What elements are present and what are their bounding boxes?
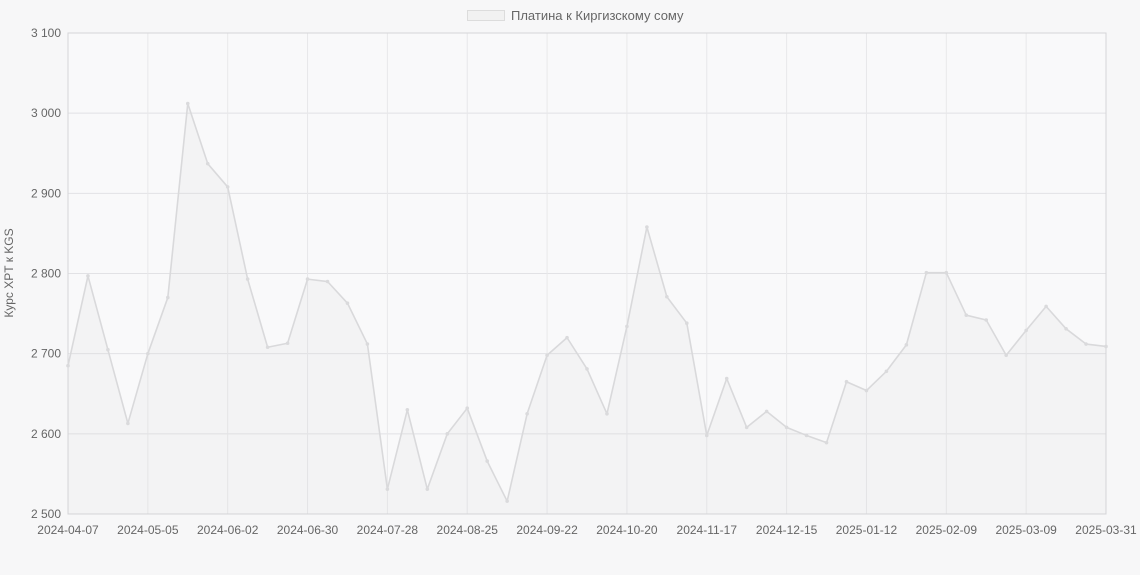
svg-text:2024-06-30: 2024-06-30	[277, 523, 339, 537]
svg-text:2024-09-22: 2024-09-22	[516, 523, 578, 537]
svg-text:2 600: 2 600	[31, 427, 61, 441]
svg-text:2024-11-17: 2024-11-17	[677, 523, 738, 537]
svg-text:3 000: 3 000	[31, 106, 61, 120]
svg-text:2 800: 2 800	[31, 267, 61, 281]
svg-text:2024-10-20: 2024-10-20	[596, 523, 658, 537]
svg-text:2024-06-02: 2024-06-02	[197, 523, 259, 537]
svg-text:2024-04-07: 2024-04-07	[37, 523, 99, 537]
svg-text:3 100: 3 100	[31, 26, 61, 40]
svg-text:2025-02-09: 2025-02-09	[916, 523, 978, 537]
svg-text:2 900: 2 900	[31, 186, 61, 200]
svg-text:2 500: 2 500	[31, 507, 61, 521]
svg-text:2025-01-12: 2025-01-12	[836, 523, 898, 537]
svg-text:2024-08-25: 2024-08-25	[437, 523, 499, 537]
svg-text:2025-03-09: 2025-03-09	[995, 523, 1057, 537]
svg-text:2025-03-31: 2025-03-31	[1075, 523, 1137, 537]
svg-text:2024-05-05: 2024-05-05	[117, 523, 179, 537]
svg-text:2 700: 2 700	[31, 347, 61, 361]
svg-text:2024-07-28: 2024-07-28	[357, 523, 419, 537]
svg-text:2024-12-15: 2024-12-15	[756, 523, 818, 537]
